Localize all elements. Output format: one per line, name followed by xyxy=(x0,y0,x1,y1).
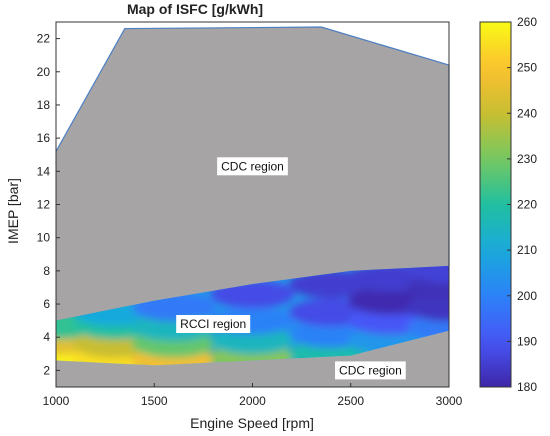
y-tick-label: 14 xyxy=(37,164,51,178)
y-tick-label: 4 xyxy=(43,330,50,344)
isfc-sample-27 xyxy=(407,265,449,284)
region-label-3: CDC region xyxy=(335,361,406,380)
colorbar-tick-label: 180 xyxy=(517,380,537,394)
colorbar-tick-label: 200 xyxy=(517,289,537,303)
x-tick-label: 1500 xyxy=(141,394,168,408)
isfc-sample-24 xyxy=(407,313,449,342)
colorbar-tick-label: 220 xyxy=(517,198,537,212)
colorbar-gradient xyxy=(479,21,512,388)
x-axis-label: Engine Speed [rpm] xyxy=(190,415,314,431)
y-tick-label: 20 xyxy=(37,65,51,79)
region-label-bg-3 xyxy=(335,361,406,380)
y-axis-label: IMEP [bar] xyxy=(5,178,21,244)
x-tick-label: 1000 xyxy=(43,394,70,408)
colorbar-tick-label: 210 xyxy=(517,243,537,257)
isfc-sample-13 xyxy=(210,326,295,355)
region-label-text-3: CDC region xyxy=(339,363,402,377)
chart-title: Map of ISFC [g/kWh] xyxy=(127,1,263,17)
y-tick-label: 18 xyxy=(37,98,51,112)
y-tick-label: 12 xyxy=(37,198,51,212)
colorbar-tick-label: 260 xyxy=(517,15,537,29)
x-axis: 1000 1500 2000 2500 3000 xyxy=(43,383,463,408)
x-tick-label: 3000 xyxy=(436,394,463,408)
region-label-2: RCCI region xyxy=(176,315,251,333)
region-label-text-2: RCCI region xyxy=(180,317,246,331)
region-label-text-1: CDC region xyxy=(221,159,284,173)
colorbar-tick-label: 230 xyxy=(517,152,537,166)
y-tick-label: 16 xyxy=(37,131,51,145)
colorbar-tick-label: 240 xyxy=(517,106,537,120)
region-label-bg-2 xyxy=(176,315,251,333)
y-tick-label: 6 xyxy=(43,297,50,311)
y-tick-label: 22 xyxy=(37,32,51,46)
y-axis: 2 4 6 8 10 12 14 16 18 20 22 xyxy=(37,32,60,377)
colorbar-ticks: 180 190 200 210 220 230 240 250 260 xyxy=(507,15,537,394)
x-tick-label: 2500 xyxy=(337,394,364,408)
region-label-bg-1 xyxy=(217,157,288,176)
isfc-sample-25 xyxy=(407,293,449,322)
colorbar-tick-label: 250 xyxy=(517,61,537,75)
colorbar: 180 190 200 210 220 230 240 250 260 xyxy=(479,15,537,394)
colorbar-tick-label: 190 xyxy=(517,334,537,348)
y-tick-label: 10 xyxy=(37,231,51,245)
y-tick-label: 2 xyxy=(43,363,50,377)
isfc-sample-3 xyxy=(56,311,98,340)
x-tick-label: 2000 xyxy=(239,394,266,408)
plot-area: CDC region RCCI region CDC region xyxy=(55,21,450,388)
y-tick-label: 8 xyxy=(43,264,50,278)
region-labels-layer: CDC region RCCI region CDC region xyxy=(176,157,406,380)
region-label-1: CDC region xyxy=(217,157,288,176)
